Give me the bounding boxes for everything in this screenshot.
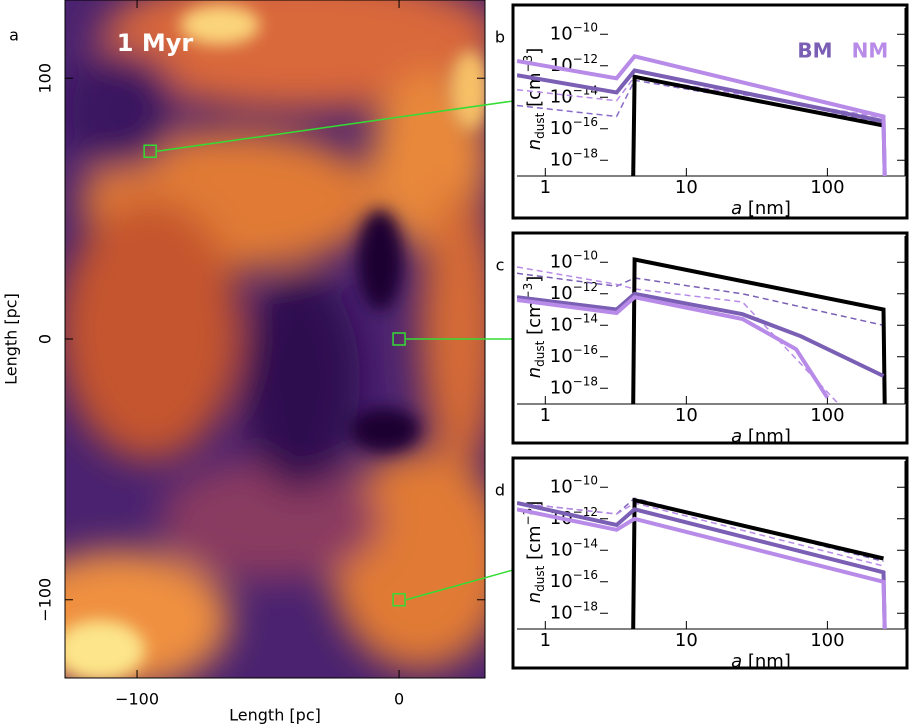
line — [631, 497, 884, 629]
y-tick-label: 10−18 — [550, 374, 598, 399]
x-tick-label: 10 — [675, 630, 698, 651]
x-axis-label: a [nm] — [731, 198, 791, 219]
x-tick-label: 100 — [810, 405, 844, 426]
legend-label: BM — [797, 39, 832, 63]
x-tick-label: 10 — [675, 405, 698, 426]
y-tick-label: 10−14 — [550, 311, 598, 336]
plot-area — [517, 497, 887, 629]
y-tick-label: 10−16 — [550, 342, 598, 367]
panel-frame — [511, 231, 909, 445]
line — [631, 74, 884, 176]
line — [517, 54, 887, 176]
legend-label: NM — [852, 39, 889, 63]
panel-frame — [511, 3, 909, 220]
x-tick-label: 100 — [810, 630, 844, 651]
line — [517, 295, 830, 399]
panel-label: d — [495, 481, 505, 500]
y-tick-label: 10−16 — [550, 114, 598, 139]
y-tick-label: 10−10 — [550, 248, 598, 273]
y-tick-label: 10−18 — [550, 599, 598, 624]
plot-area — [517, 257, 887, 404]
dashed-line — [517, 79, 884, 124]
y-axis-label: Length [pc] — [2, 293, 21, 385]
y-axis-label: ndust [cm−3] — [521, 501, 547, 604]
marker — [392, 593, 406, 607]
y-axis-label: ndust [cm−3] — [521, 48, 547, 151]
marker — [143, 144, 157, 158]
panel-label: b — [495, 28, 505, 47]
y-tick-label: 0 — [36, 334, 55, 344]
y-tick-label: −100 — [36, 578, 55, 622]
connector — [157, 100, 514, 152]
panel-label: c — [496, 256, 505, 275]
y-tick-label: 100 — [36, 63, 55, 94]
annotation: 1 Myr — [117, 29, 194, 57]
x-tick-label: 1 — [540, 177, 551, 198]
x-tick-label: 1 — [540, 630, 551, 651]
y-tick-label: 10−14 — [550, 536, 598, 561]
y-tick-label: 10−10 — [550, 20, 598, 45]
x-tick-label: 0 — [394, 690, 404, 709]
panel-frame — [511, 456, 909, 670]
map-image — [65, 0, 485, 678]
line — [631, 257, 887, 404]
x-tick-label: −100 — [115, 690, 159, 709]
y-tick-label: 10−10 — [550, 473, 598, 498]
marker — [392, 332, 406, 346]
x-tick-label: 1 — [540, 405, 551, 426]
line — [517, 291, 885, 378]
dashed-line — [517, 75, 884, 119]
line — [517, 507, 887, 629]
connector — [405, 569, 514, 601]
panel-label: a — [9, 26, 19, 45]
x-axis-label: Length [pc] — [229, 706, 321, 725]
x-axis-label: a [nm] — [731, 426, 791, 447]
y-tick-label: 10−18 — [550, 146, 598, 171]
y-tick-label: 10−16 — [550, 567, 598, 592]
y-axis-label: ndust [cm−3] — [521, 276, 547, 379]
dashed-line — [517, 502, 884, 567]
x-tick-label: 10 — [675, 177, 698, 198]
x-axis-label: a [nm] — [731, 651, 791, 672]
x-tick-label: 100 — [810, 177, 844, 198]
plot-area — [517, 54, 887, 176]
